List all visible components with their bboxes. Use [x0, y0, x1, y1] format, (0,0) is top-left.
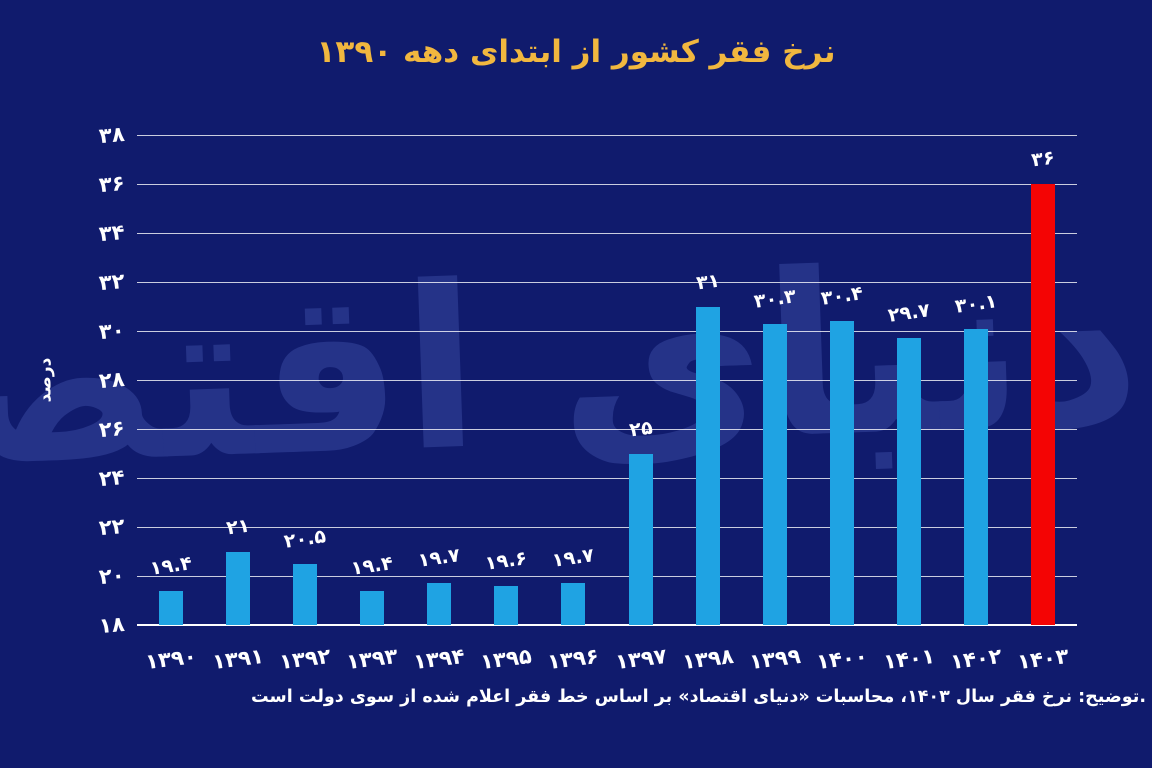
bar-1402: [964, 328, 989, 625]
x-tick-1394: ۱۳۹۴: [412, 643, 467, 675]
gridline-20: [137, 576, 1077, 577]
x-tick-1390: ۱۳۹۰: [143, 643, 198, 675]
x-tick-1397: ۱۳۹۷: [613, 643, 668, 675]
y-tick-24: ۲۴: [98, 464, 126, 492]
gridline-32: [137, 282, 1077, 283]
bar-1394: [427, 583, 452, 625]
gridline-38: [137, 135, 1077, 136]
value-label-1402: ۳۰.۱: [953, 289, 999, 318]
y-axis-ticks: ۱۸ ۲۰ ۲۲ ۲۴ ۲۶ ۲۸ ۳۰ ۳۲ ۳۴ ۳۶ ۳۸: [55, 122, 126, 638]
x-tick-1398: ۱۳۹۸: [680, 643, 735, 675]
bar-1392: [292, 563, 317, 625]
value-label-1398: ۳۱: [694, 268, 721, 295]
bar-1397: [628, 453, 653, 625]
x-tick-1395: ۱۳۹۵: [479, 643, 534, 675]
bar-1401: [897, 338, 922, 625]
x-tick-1400: ۱۴۰۰: [815, 643, 869, 675]
value-label-1394: ۱۹.۷: [416, 544, 462, 573]
chart-title: نرخ فقر کشور از ابتدای دهه ۱۳۹۰: [316, 34, 836, 70]
gridline-24: [137, 478, 1077, 479]
value-label-1403: ۳۶: [1030, 146, 1057, 172]
x-tick-1399: ۱۳۹۹: [747, 643, 802, 675]
value-label-1401: ۲۹.۷: [886, 299, 932, 328]
x-tick-1401: ۱۴۰۱: [882, 643, 937, 675]
value-label-1395: ۱۹.۶: [483, 546, 529, 575]
y-tick-32: ۳۲: [98, 268, 126, 296]
x-tick-1396: ۱۳۹۶: [546, 643, 601, 675]
value-label-1399: ۳۰.۳: [752, 284, 798, 313]
value-label-1391: ۲۱: [224, 513, 251, 540]
bar-1400: [830, 321, 854, 625]
x-tick-1403: ۱۴۰۳: [1016, 643, 1071, 675]
bar-1390: [158, 590, 183, 625]
value-label-1397: ۲۵: [627, 415, 654, 442]
x-tick-1391: ۱۳۹۱: [210, 643, 265, 675]
gridline-36: [137, 184, 1077, 185]
gridline-18: [137, 624, 1077, 626]
y-tick-26: ۲۶: [98, 415, 126, 443]
value-label-1400: ۳۰.۴: [819, 282, 865, 311]
gridline-26: [137, 429, 1077, 430]
gridline-34: [137, 233, 1077, 234]
gridline-28: [137, 380, 1077, 381]
bar-1393: [360, 590, 384, 625]
y-tick-28: ۲۸: [98, 366, 126, 394]
bar-1398: [695, 306, 720, 625]
plot-area: ۱۹.۴ ۱۳۹۰ ۲۱ ۱۳۹۱ ۲۰.۵ ۱۳۹۲ ۱۹.۴ ۱۳۹۳ ۱۹.۷ ۱۳۹۴ ۱۹…: [137, 135, 1077, 674]
footnote: .توضیح: نرخ فقر سال ۱۴۰۳، محاسبات «دنیای…: [251, 687, 1146, 707]
gridline-22: [137, 527, 1077, 528]
bar-1391: [225, 551, 250, 625]
y-tick-22: ۲۲: [98, 513, 126, 541]
bar-1395: [494, 585, 519, 625]
gridline-30: [137, 331, 1077, 332]
x-tick-1393: ۱۳۹۳: [345, 643, 399, 675]
value-label-1396: ۱۹.۷: [551, 544, 596, 573]
x-tick-1392: ۱۳۹۲: [277, 643, 332, 675]
y-tick-36: ۳۶: [98, 170, 126, 198]
bar-1403: [1031, 184, 1056, 625]
y-tick-30: ۳۰: [98, 317, 126, 345]
y-tick-20: ۲۰: [98, 562, 126, 590]
y-tick-18: ۱۸: [98, 611, 126, 639]
x-tick-1402: ۱۴۰۲: [949, 643, 1004, 675]
y-axis-label: درصد: [35, 357, 56, 403]
y-tick-38: ۳۸: [98, 121, 126, 149]
bar-1396: [561, 583, 586, 625]
bar-1399: [762, 323, 787, 625]
y-tick-34: ۳۴: [98, 219, 126, 247]
